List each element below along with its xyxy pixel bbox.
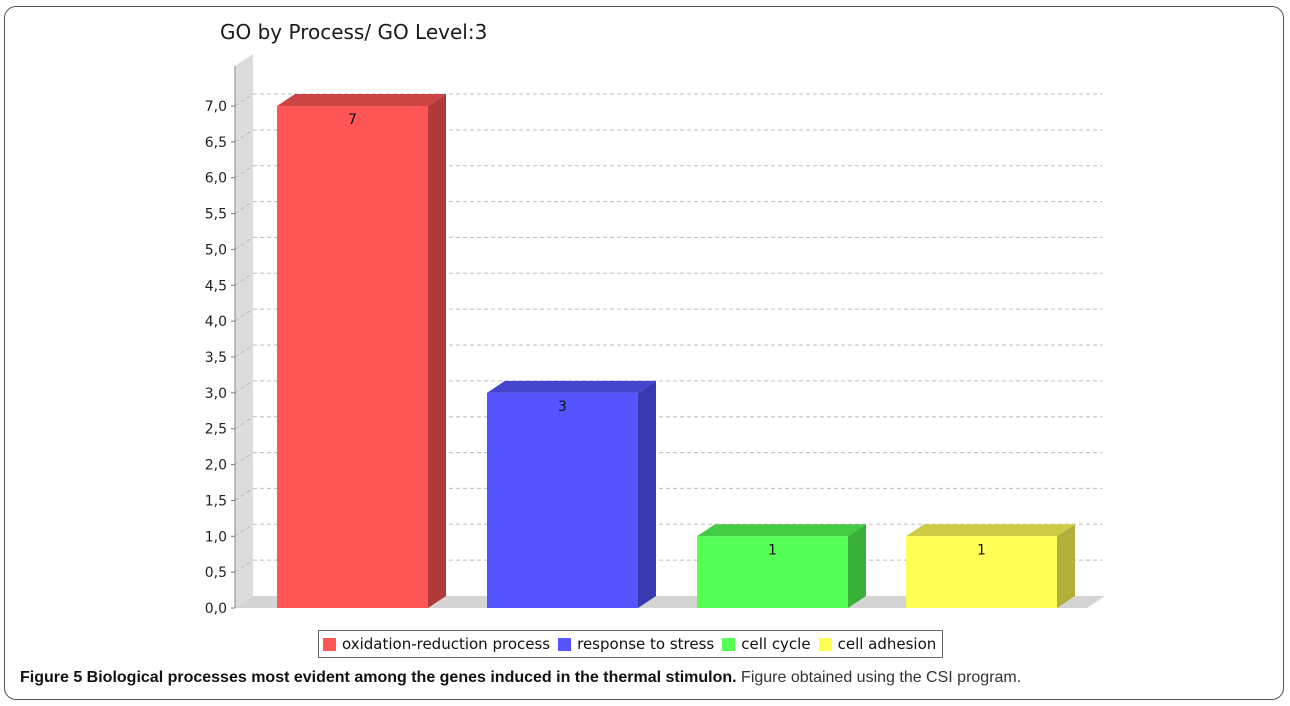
bar — [487, 392, 638, 608]
legend-swatch — [323, 637, 336, 651]
bar — [697, 536, 848, 608]
gridline-wall — [234, 272, 254, 286]
bar-value-label: 1 — [977, 542, 986, 558]
legend-label: response to stress — [577, 635, 715, 653]
y-tick-label: 7,0 — [205, 99, 227, 115]
bar-value-label: 3 — [558, 399, 567, 415]
bar-value-label: 7 — [348, 112, 357, 128]
legend-item: cell adhesion — [818, 635, 937, 653]
gridline-wall — [234, 308, 254, 322]
legend-item: cell cycle — [722, 635, 811, 653]
y-tick-label: 0,5 — [205, 565, 227, 581]
gridline-wall — [234, 165, 254, 179]
chart-title: GO by Process/ GO Level:3 — [220, 20, 488, 44]
legend-swatch — [818, 637, 832, 651]
gridline-wall — [234, 452, 254, 465]
caption-title: Figure 5 Biological processes most evide… — [20, 669, 737, 686]
y-tick-label: 2,5 — [205, 422, 227, 438]
figure-caption: Figure 5 Biological processes most evide… — [20, 669, 1275, 687]
gridline-wall — [234, 559, 254, 573]
legend-item: response to stress — [558, 635, 714, 653]
legend-swatch — [722, 637, 736, 651]
y-tick-label: 3,0 — [205, 386, 227, 402]
y-tick-label: 5,0 — [205, 242, 227, 258]
chart-floor — [235, 596, 1105, 608]
bar-side — [638, 380, 656, 608]
bar-side — [1057, 524, 1075, 608]
legend-label: oxidation-reduction process — [342, 635, 551, 653]
gridline-wall — [234, 488, 254, 501]
y-tick-label: 0,0 — [205, 601, 227, 617]
y-tick-label: 1,0 — [205, 529, 227, 545]
y-tick-label: 4,5 — [205, 278, 227, 294]
legend-swatch — [558, 637, 572, 651]
y-tick-label: 5,5 — [205, 207, 227, 223]
y-tick-label: 6,0 — [205, 171, 227, 187]
gridline-wall — [234, 237, 254, 250]
y-tick-label: 4,0 — [205, 314, 227, 330]
chart-legend: oxidation-reduction process response to s… — [318, 630, 944, 658]
bar — [906, 536, 1057, 608]
bar-value-label: 1 — [768, 542, 777, 558]
gridline-wall — [234, 93, 254, 107]
bar-top — [277, 94, 446, 106]
bar-top — [906, 524, 1075, 537]
gridline-wall — [234, 129, 254, 143]
bar-side — [428, 94, 446, 608]
gridline-wall — [234, 344, 254, 358]
bar-top — [697, 524, 866, 537]
y-tick-label: 3,5 — [205, 350, 227, 366]
y-tick-label: 2,0 — [205, 458, 227, 474]
y-tick-label: 1,5 — [205, 493, 227, 509]
y-tick-label: 6,5 — [205, 135, 227, 151]
legend-item: oxidation-reduction process — [323, 635, 550, 653]
gridline-wall — [234, 201, 254, 214]
legend-label: cell cycle — [741, 635, 811, 653]
chart-left-wall — [235, 54, 253, 608]
bar-top — [487, 380, 656, 393]
bar — [277, 106, 428, 608]
caption-text: Figure obtained using the CSI program. — [736, 669, 1022, 686]
legend-label: cell adhesion — [837, 635, 937, 653]
bar-side — [848, 524, 866, 608]
gridline-wall — [234, 380, 254, 394]
gridline-wall — [234, 523, 254, 537]
gridline-wall — [234, 416, 254, 430]
